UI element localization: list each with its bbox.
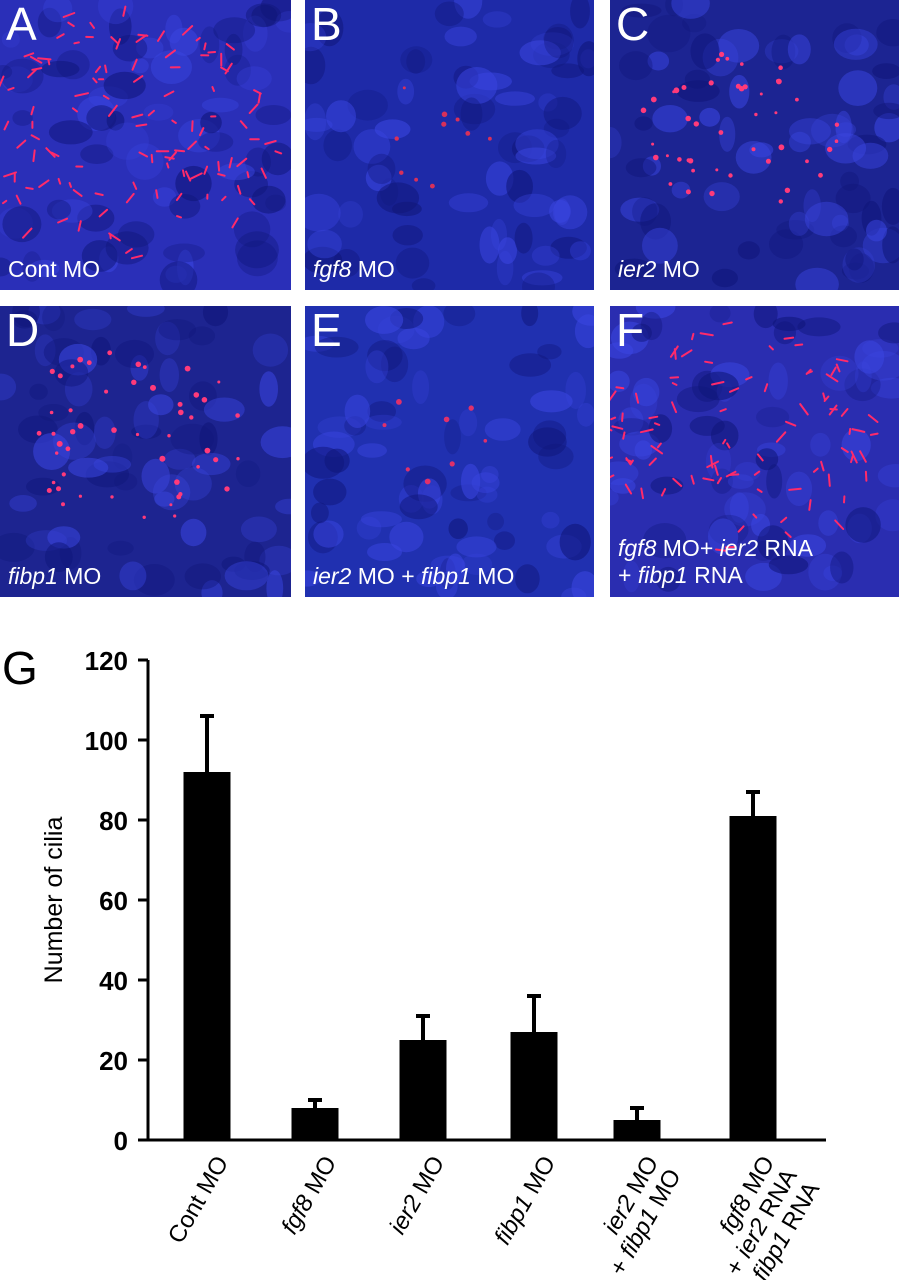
y-tick-label: 40: [99, 966, 128, 996]
chart-svg: 0 20 40 60 80 100 120 Number of cilia Cont MO fgf…: [40, 646, 826, 1280]
micrograph-image: [0, 306, 291, 597]
y-tick-label: 80: [99, 806, 128, 836]
y-tick-label: 120: [85, 646, 128, 676]
bar: [613, 1120, 661, 1140]
x-category-label: fibp1 MO: [489, 1152, 561, 1250]
x-category-label: ier2 MO+ fibp1 MO: [582, 1152, 687, 1280]
bar: [183, 772, 231, 1140]
x-category-label: ier2 MO: [384, 1152, 450, 1239]
x-category-label: Cont MO: [163, 1152, 234, 1249]
micrograph-image: [305, 0, 594, 290]
y-tick-label: 0: [114, 1126, 128, 1156]
micrograph-image: [0, 0, 291, 290]
panel-caption: fgf8 MO: [313, 256, 395, 282]
bar: [729, 816, 777, 1140]
x-category-label: fgf8 MO: [276, 1152, 342, 1239]
panel-label-e: E: [311, 306, 342, 356]
panel-label-c: C: [616, 0, 650, 50]
bar: [291, 1108, 339, 1140]
micrograph-image: [610, 306, 899, 597]
x-category-label: fgf8 MO+ ier2 RNA+ fibp1 RNA: [692, 1152, 825, 1280]
panel-caption: fibp1 MO: [8, 563, 102, 589]
bar: [510, 1032, 558, 1140]
y-axis-label: Number of cilia: [40, 817, 68, 984]
panel-label-a: A: [6, 0, 37, 50]
panel-caption: ier2 MO: [618, 256, 700, 282]
y-tick-label: 100: [85, 726, 128, 756]
bar: [399, 1040, 447, 1140]
y-tick-label: 20: [99, 1046, 128, 1076]
panel-label-d: D: [6, 306, 40, 356]
panel-caption: ier2 MO + fibp1 MO: [313, 563, 515, 589]
panel-label-b: B: [311, 0, 342, 50]
micrograph-image: [610, 0, 899, 290]
cilia-bar-chart: G 0 20 40 60 80 100 120 Number of cilia Cont MO f…: [0, 620, 899, 1280]
panel-label-g: G: [2, 642, 38, 694]
panel-label-f: F: [616, 306, 645, 356]
micrograph-image: [305, 306, 594, 597]
panel-caption: Cont MO: [8, 256, 101, 282]
y-tick-label: 60: [99, 886, 128, 916]
panel-caption: fgf8 MO+ ier2 RNA + fibp1 RNA: [618, 535, 813, 588]
micrograph-panel-a: A Cont MO: [0, 0, 291, 290]
